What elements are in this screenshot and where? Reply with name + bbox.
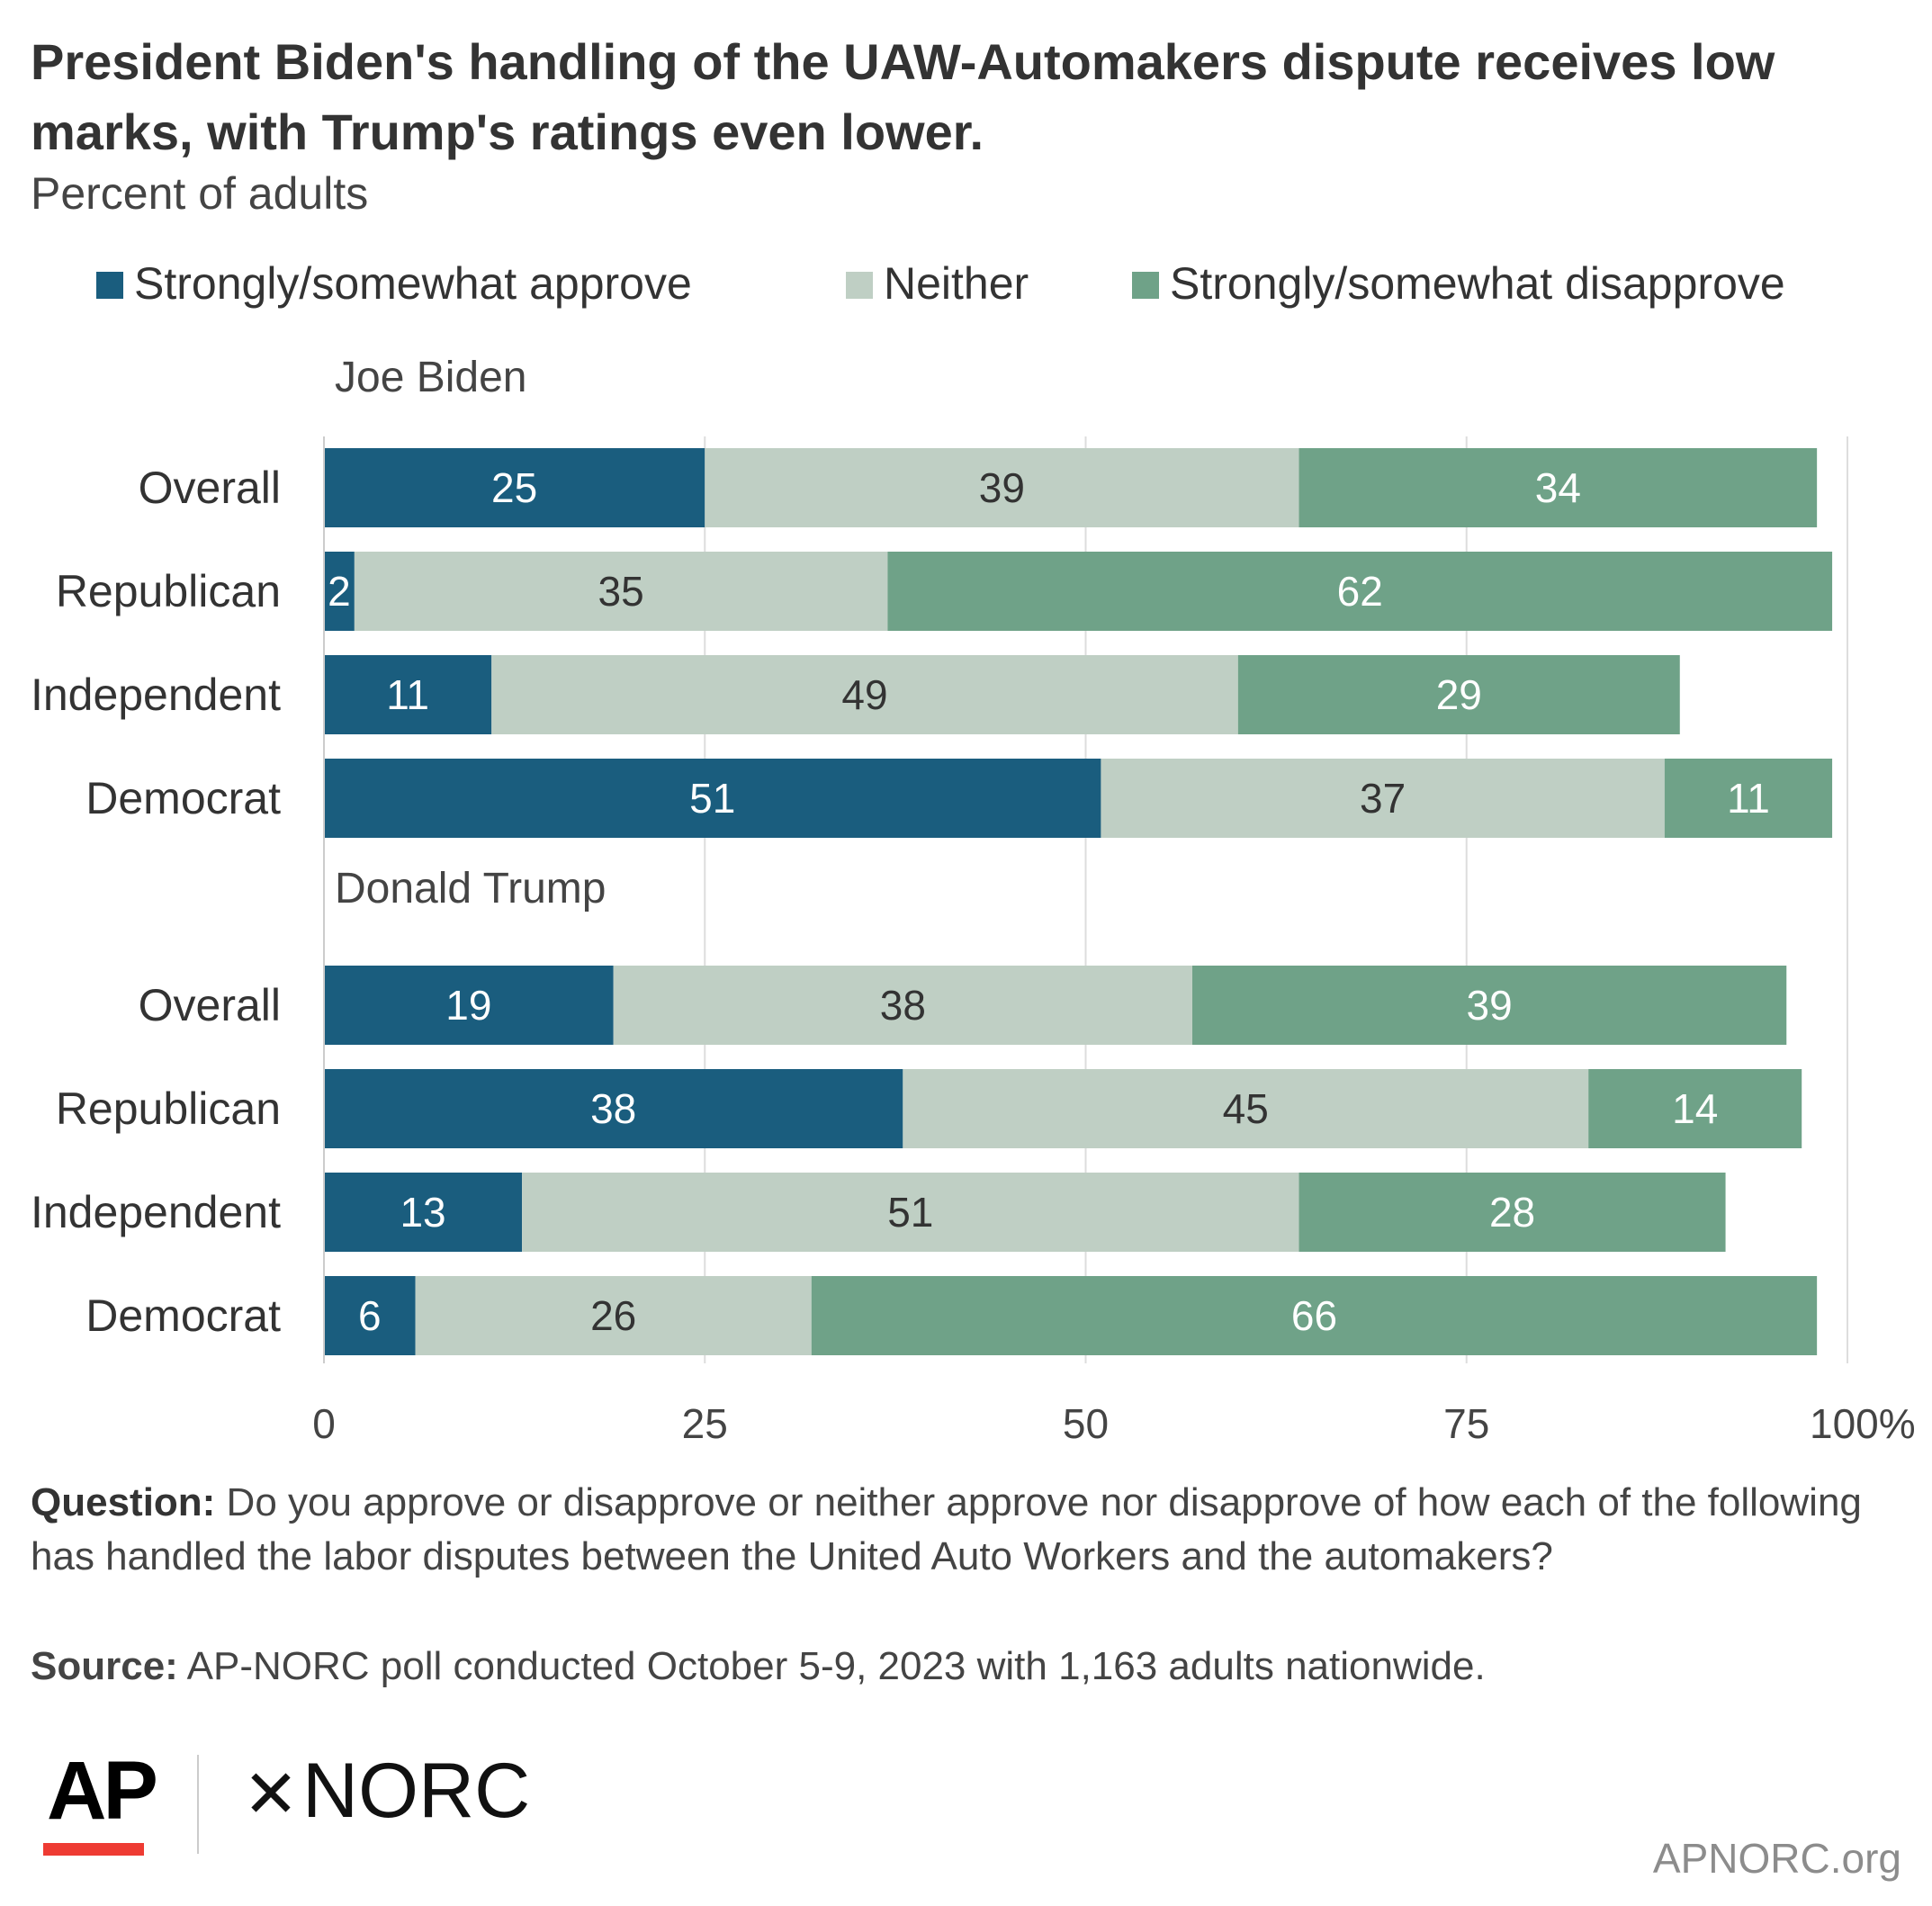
data-label-neither: 51 bbox=[887, 1189, 933, 1236]
group-label: Joe Biden bbox=[335, 354, 527, 401]
source-label: Source: bbox=[31, 1644, 178, 1688]
source-note: Source: AP-NORC poll conducted October 5… bbox=[31, 1640, 1884, 1694]
data-label-neither: 39 bbox=[979, 464, 1025, 511]
data-label-approve: 11 bbox=[386, 671, 429, 718]
category-label: Republican bbox=[56, 566, 281, 616]
data-label-approve: 19 bbox=[445, 982, 491, 1029]
question-text: Do you approve or disapprove or neither … bbox=[31, 1480, 1862, 1578]
data-label-neither: 26 bbox=[590, 1292, 636, 1339]
category-label: Democrat bbox=[85, 1290, 281, 1341]
data-label-disapprove: 62 bbox=[1337, 568, 1383, 615]
data-label-neither: 37 bbox=[1360, 775, 1406, 822]
data-label-disapprove: 39 bbox=[1467, 982, 1513, 1029]
data-label-neither: 49 bbox=[841, 671, 887, 718]
category-label: Independent bbox=[31, 670, 281, 720]
data-label-disapprove: 14 bbox=[1672, 1085, 1718, 1132]
data-label-neither: 45 bbox=[1223, 1085, 1269, 1132]
data-label-disapprove: 29 bbox=[1436, 671, 1482, 718]
data-label-disapprove: 28 bbox=[1489, 1189, 1535, 1236]
norc-star-icon: ✕ bbox=[243, 1757, 299, 1831]
data-label-disapprove: 34 bbox=[1535, 464, 1581, 511]
x-tick-label: 50 bbox=[1063, 1400, 1109, 1447]
data-label-neither: 38 bbox=[880, 982, 926, 1029]
data-label-approve: 13 bbox=[400, 1189, 445, 1236]
x-tick-label: 25 bbox=[682, 1400, 728, 1447]
data-label-disapprove: 66 bbox=[1291, 1292, 1337, 1339]
data-label-approve: 51 bbox=[689, 775, 735, 822]
data-label-approve: 25 bbox=[491, 464, 537, 511]
group-label: Donald Trump bbox=[335, 865, 606, 913]
category-label: Overall bbox=[139, 980, 281, 1030]
norc-logo-text: NORC bbox=[302, 1748, 530, 1834]
x-tick-label: 75 bbox=[1443, 1400, 1489, 1447]
category-label: Overall bbox=[139, 463, 281, 513]
x-tick-label: 0 bbox=[312, 1400, 336, 1447]
question-label: Question: bbox=[31, 1480, 215, 1524]
data-label-approve: 6 bbox=[358, 1292, 382, 1339]
category-label: Republican bbox=[56, 1083, 281, 1134]
site-link[interactable]: APNORC.org bbox=[1653, 1831, 1901, 1885]
logo-divider bbox=[197, 1755, 199, 1854]
data-label-approve: 2 bbox=[328, 568, 351, 615]
data-label-approve: 38 bbox=[590, 1085, 636, 1132]
ap-logo-underline bbox=[43, 1843, 144, 1856]
source-text: AP-NORC poll conducted October 5-9, 2023… bbox=[178, 1644, 1486, 1688]
data-label-disapprove: 11 bbox=[1727, 775, 1770, 822]
ap-logo: AP bbox=[47, 1746, 155, 1836]
category-label: Independent bbox=[31, 1187, 281, 1237]
data-label-neither: 35 bbox=[598, 568, 644, 615]
category-label: Democrat bbox=[85, 773, 281, 823]
stacked-bar-chart: 0 25 50 75 100% Joe Biden Overall 25 39 34 Republi… bbox=[0, 0, 1932, 1458]
question-note: Question: Do you approve or disapprove o… bbox=[31, 1476, 1884, 1584]
x-tick-label: 100% bbox=[1810, 1400, 1916, 1447]
norc-logo: ✕NORC bbox=[243, 1746, 530, 1839]
